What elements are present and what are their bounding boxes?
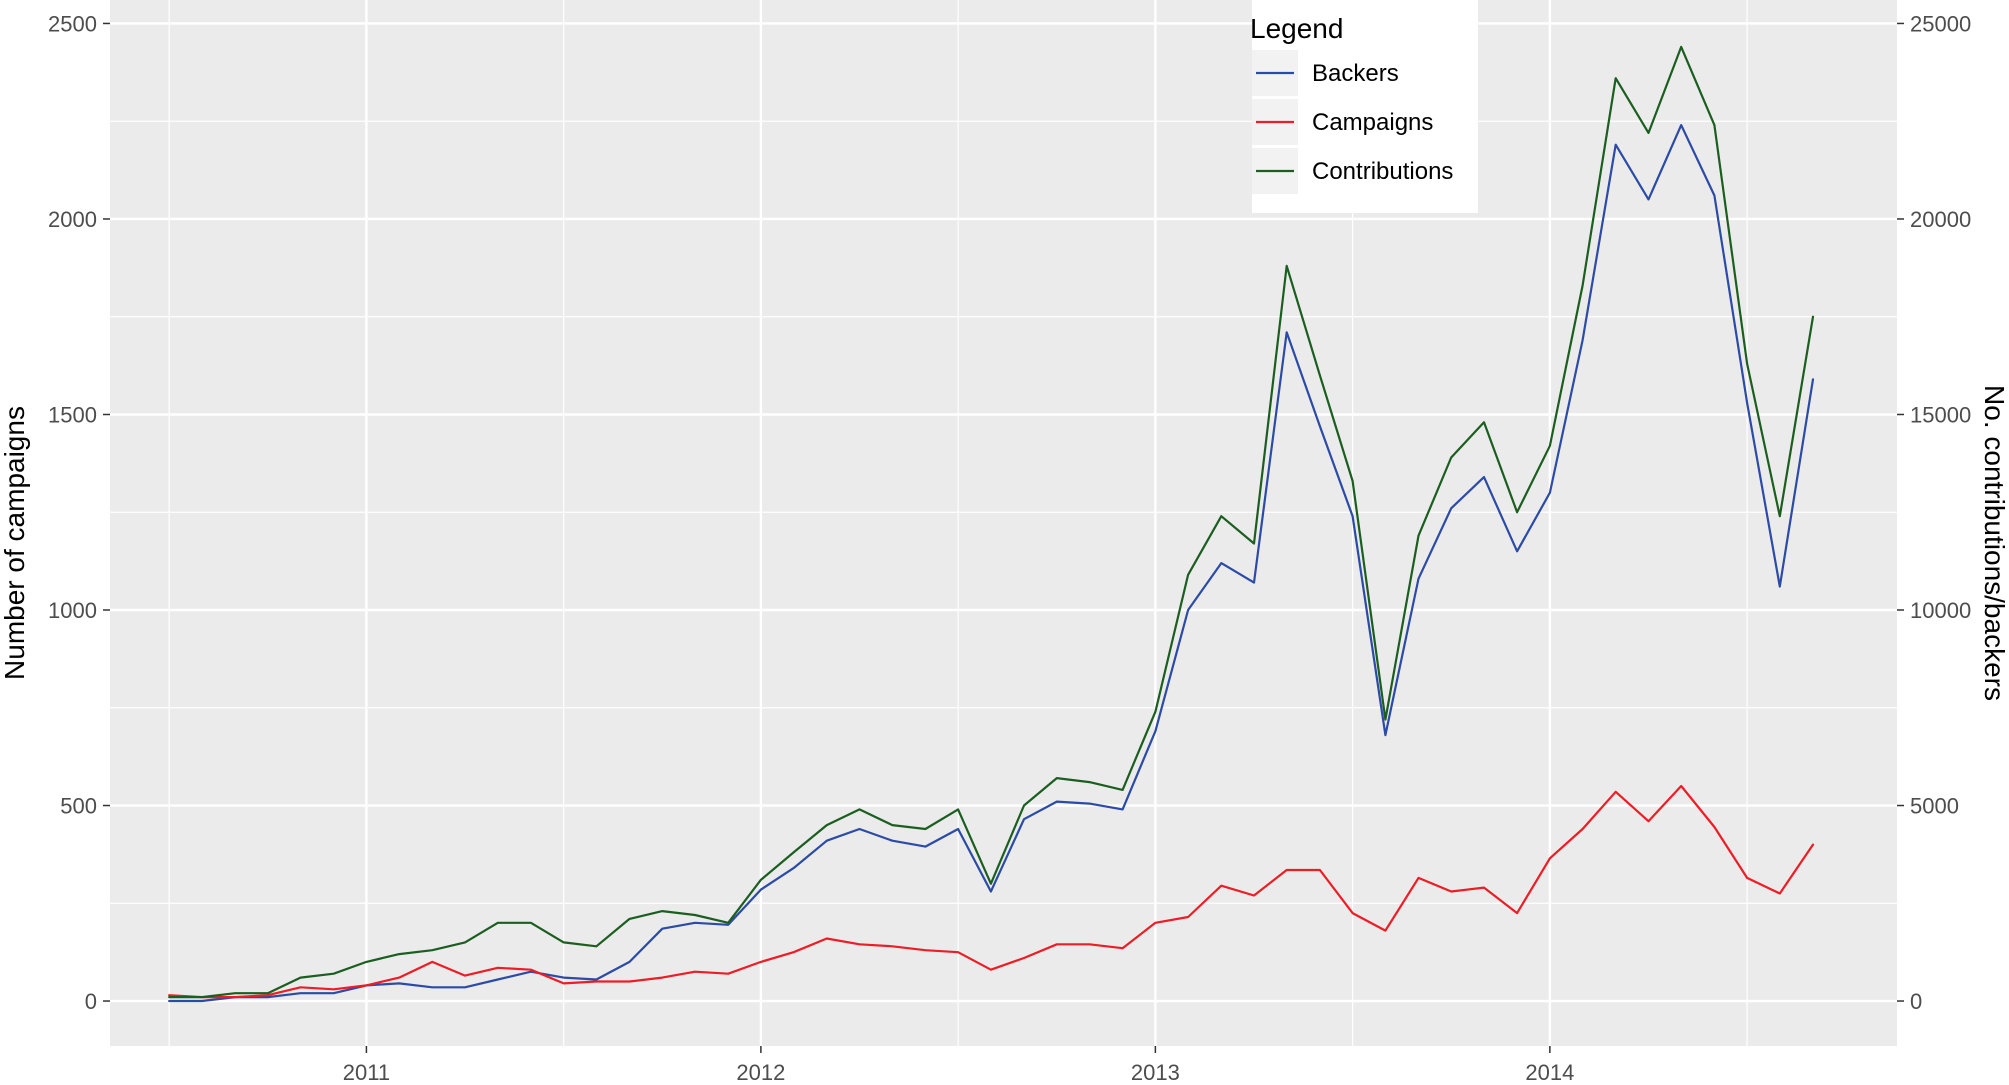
- y2-tick-label: 0: [1910, 989, 1922, 1014]
- x-tick-label: 2014: [1525, 1060, 1574, 1085]
- y2-tick-label: 15000: [1910, 402, 1971, 427]
- y2-tick-label: 5000: [1910, 794, 1959, 819]
- x-tick-label: 2013: [1131, 1060, 1180, 1085]
- series-line-campaigns: [168, 784, 1815, 999]
- x-tick-label: 2011: [343, 1060, 390, 1085]
- legend-label-campaigns: Campaigns: [1312, 109, 1433, 136]
- legend-title: Legend: [1250, 13, 1343, 44]
- data-series: [168, 45, 1815, 1003]
- y2-axis-title: No. contributions/backers: [1979, 385, 2009, 701]
- y-axis-title: Number of campaigns: [0, 406, 30, 680]
- series-line-contributions: [168, 45, 1815, 999]
- legend-label-backers: Backers: [1312, 60, 1399, 87]
- y-tick-label: 500: [60, 794, 97, 819]
- series-line-backers: [168, 123, 1815, 1003]
- y-tick-label: 2500: [48, 11, 97, 36]
- x-tick-label: 2012: [736, 1060, 785, 1085]
- y-tick-label: 0: [85, 989, 97, 1014]
- legend-label-contributions: Contributions: [1312, 158, 1453, 185]
- y2-tick-label: 10000: [1910, 598, 1971, 623]
- legend-items: Backers Campaigns Contributions: [1252, 50, 1453, 194]
- y2-tick-label: 25000: [1910, 11, 1971, 36]
- y-tick-label: 1500: [48, 402, 97, 427]
- axes: 2011 2012 2013 2014050010001500200025000500…: [48, 11, 1971, 1085]
- grid-lines: [110, 0, 1897, 1046]
- y-tick-label: 1000: [48, 598, 97, 623]
- y2-tick-label: 20000: [1910, 207, 1971, 232]
- y-tick-label: 2000: [48, 207, 97, 232]
- plot-panel: [110, 0, 1897, 1046]
- legend: Legend Backers Campaigns Contributions: [1250, 0, 1478, 213]
